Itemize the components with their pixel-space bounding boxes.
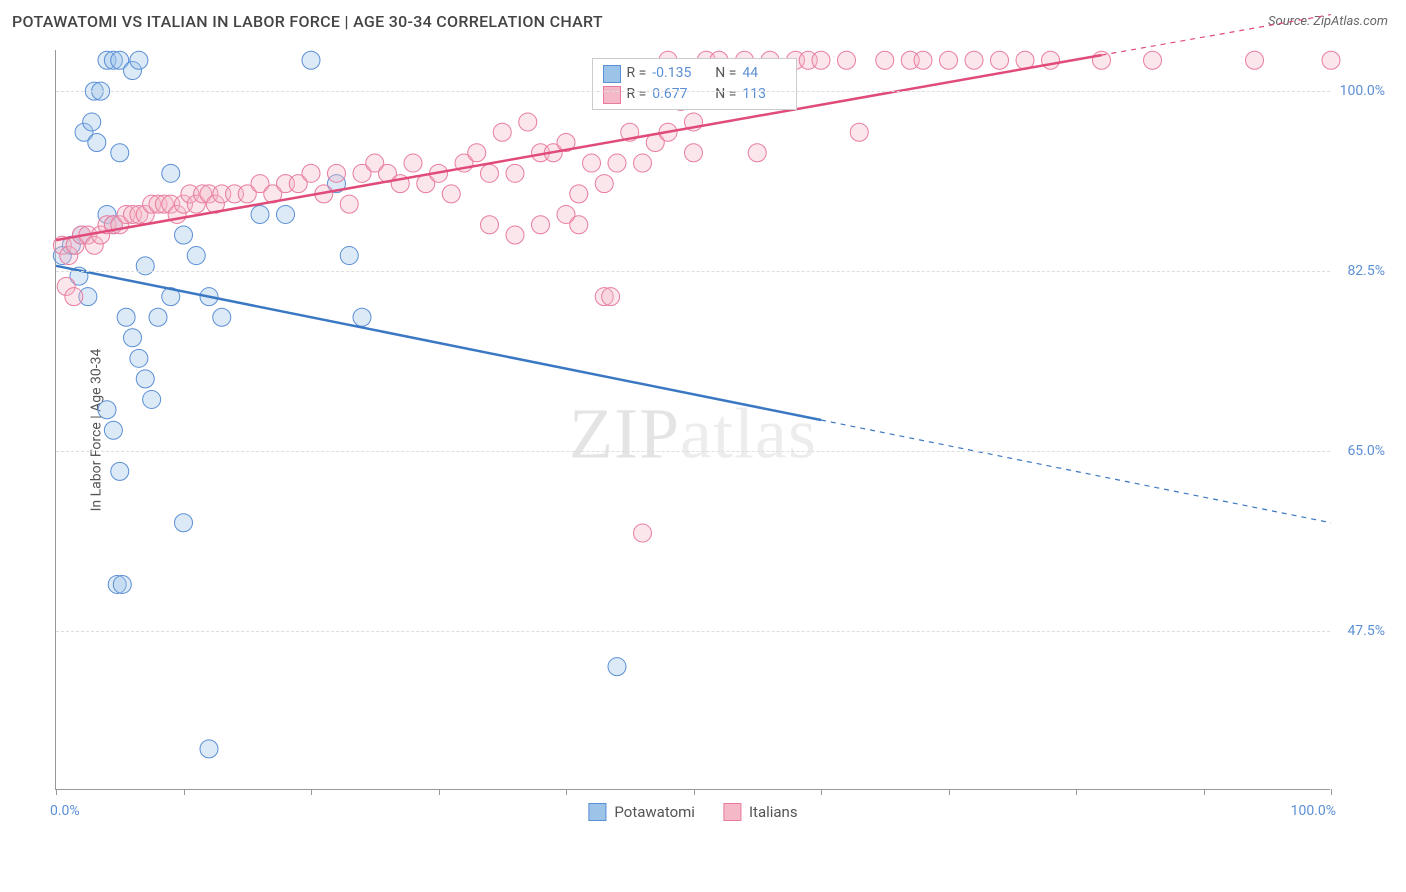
chart-area: In Labor Force | Age 30-34 ZIPatlas R = … <box>55 50 1385 810</box>
x-tick <box>566 789 567 795</box>
x-tick <box>439 789 440 795</box>
legend-swatch-icon <box>588 803 606 821</box>
plot-svg <box>56 50 1331 790</box>
gridline <box>56 91 1330 92</box>
legend-label: Potawatomi <box>614 803 695 821</box>
stats-legend-row: R = -0.135 N = 44 <box>603 63 787 84</box>
legend-swatch-icon <box>603 86 621 104</box>
legend-item-potawatomi: Potawatomi <box>588 803 695 821</box>
x-axis-min-label: 0.0% <box>50 803 80 819</box>
x-tick <box>1331 789 1332 795</box>
x-tick <box>949 789 950 795</box>
x-tick <box>184 789 185 795</box>
legend-label: Italians <box>749 803 798 821</box>
x-tick <box>1204 789 1205 795</box>
x-tick <box>694 789 695 795</box>
series-legend: Potawatomi Italians <box>588 803 797 821</box>
chart-title: POTAWATOMI VS ITALIAN IN LABOR FORCE | A… <box>12 12 603 31</box>
y-tick-label: 47.5% <box>1335 623 1385 639</box>
stats-legend: R = -0.135 N = 44R = 0.677 N = 113 <box>592 58 798 110</box>
x-axis-max-label: 100.0% <box>1291 803 1336 819</box>
chart-header: POTAWATOMI VS ITALIAN IN LABOR FORCE | A… <box>0 0 1406 39</box>
y-tick-label: 65.0% <box>1335 443 1385 459</box>
x-tick <box>56 789 57 795</box>
stats-legend-row: R = 0.677 N = 113 <box>603 84 787 105</box>
legend-item-italians: Italians <box>723 803 798 821</box>
gridline <box>56 451 1330 452</box>
legend-swatch-icon <box>603 65 621 83</box>
y-tick-label: 82.5% <box>1335 263 1385 279</box>
x-tick <box>1076 789 1077 795</box>
gridline <box>56 631 1330 632</box>
gridline <box>56 271 1330 272</box>
legend-swatch-icon <box>723 803 741 821</box>
y-tick-label: 100.0% <box>1335 83 1385 99</box>
x-tick <box>821 789 822 795</box>
source-attribution: Source: ZipAtlas.com <box>1268 14 1388 29</box>
x-tick <box>311 789 312 795</box>
scatter-plot: ZIPatlas R = -0.135 N = 44R = 0.677 N = … <box>55 50 1330 790</box>
